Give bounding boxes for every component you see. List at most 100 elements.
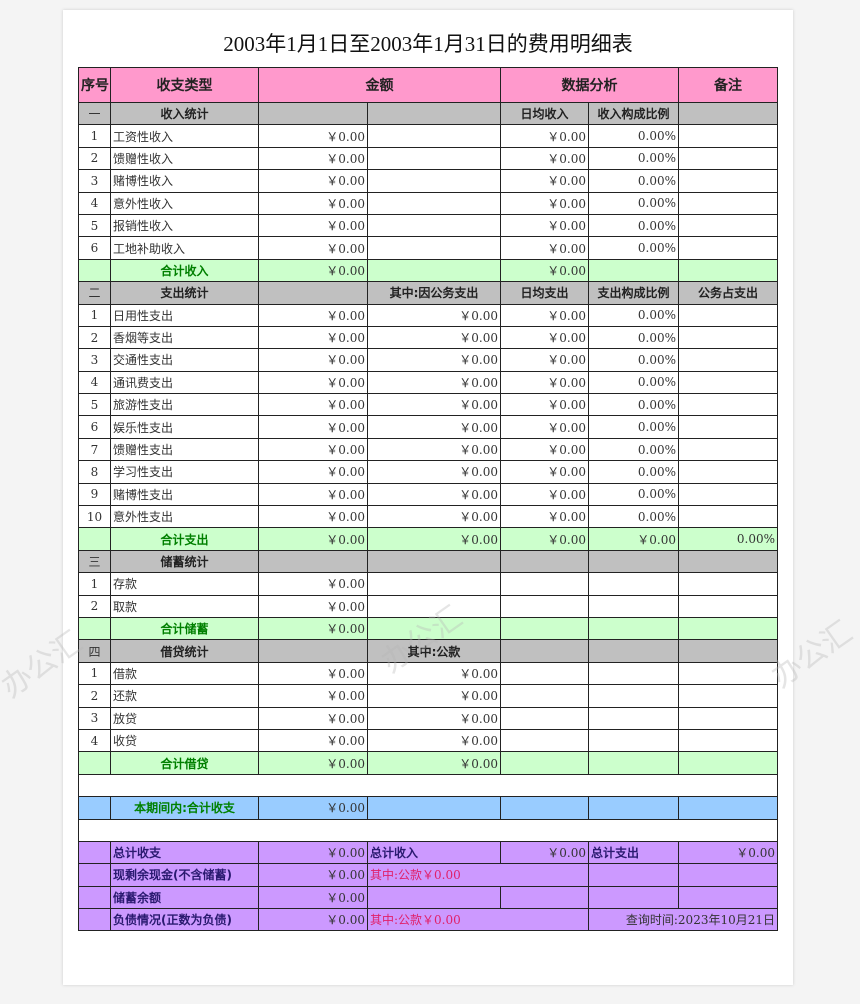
- table-cell[interactable]: 0.00%: [588, 169, 679, 193]
- table-cell[interactable]: [678, 796, 778, 820]
- table-cell[interactable]: ￥0.00: [500, 124, 589, 148]
- table-cell[interactable]: ￥0.00: [678, 840, 778, 865]
- table-cell[interactable]: 备注: [678, 67, 778, 103]
- table-cell[interactable]: 交通性支出: [110, 348, 259, 372]
- table-cell[interactable]: 3: [78, 706, 111, 730]
- table-cell[interactable]: 0.00%: [588, 393, 679, 417]
- table-cell[interactable]: 收支类型: [110, 67, 259, 103]
- table-cell[interactable]: [78, 863, 111, 887]
- table-cell[interactable]: [678, 348, 778, 372]
- table-cell[interactable]: 总计收入: [367, 840, 501, 865]
- table-cell[interactable]: ￥0.00: [258, 460, 368, 484]
- table-cell[interactable]: ￥0.00: [500, 370, 589, 395]
- table-cell[interactable]: ￥0.00: [258, 482, 368, 507]
- table-cell[interactable]: [367, 191, 501, 215]
- table-cell[interactable]: [500, 661, 589, 686]
- table-cell[interactable]: 0.00%: [588, 303, 679, 327]
- table-cell[interactable]: 4: [78, 728, 111, 753]
- table-cell[interactable]: [500, 616, 589, 641]
- table-cell[interactable]: 1: [78, 303, 111, 327]
- table-cell[interactable]: 数据分析: [500, 67, 679, 103]
- table-cell[interactable]: ￥0.00: [258, 684, 368, 708]
- table-cell[interactable]: ￥0.00: [258, 908, 368, 932]
- table-cell[interactable]: 旅游性支出: [110, 393, 259, 417]
- table-cell[interactable]: ￥0.00: [258, 527, 368, 551]
- table-cell[interactable]: 意外性收入: [110, 191, 259, 215]
- table-cell[interactable]: [588, 549, 679, 574]
- table-cell[interactable]: ￥0.00: [500, 393, 589, 417]
- table-cell[interactable]: 现剩余现金(不含储蓄): [110, 863, 259, 887]
- table-cell[interactable]: 娱乐性支出: [110, 415, 259, 439]
- table-cell[interactable]: 公务占支出: [678, 281, 778, 305]
- table-cell[interactable]: 1: [78, 572, 111, 596]
- table-cell[interactable]: [678, 415, 778, 439]
- table-cell[interactable]: ￥0.00: [367, 415, 501, 439]
- table-cell[interactable]: [258, 281, 368, 305]
- table-cell[interactable]: [588, 639, 679, 663]
- table-cell[interactable]: [678, 728, 778, 753]
- table-cell[interactable]: 0.00%: [588, 236, 679, 260]
- table-cell[interactable]: ￥0.00: [258, 751, 368, 775]
- table-cell[interactable]: 5: [78, 393, 111, 417]
- table-cell[interactable]: 二: [78, 281, 111, 305]
- table-cell[interactable]: ￥0.00: [258, 863, 368, 887]
- table-cell[interactable]: 0.00%: [588, 415, 679, 439]
- table-cell[interactable]: 支出构成比例: [588, 281, 679, 305]
- table-cell[interactable]: 0.00%: [588, 370, 679, 395]
- table-cell[interactable]: 还款: [110, 684, 259, 708]
- table-cell[interactable]: 0.00%: [588, 146, 679, 171]
- table-cell[interactable]: [367, 796, 501, 820]
- table-cell[interactable]: ￥0.00: [258, 236, 368, 260]
- table-cell[interactable]: 日用性支出: [110, 303, 259, 327]
- table-cell[interactable]: [78, 751, 111, 775]
- table-cell[interactable]: [678, 325, 778, 350]
- table-cell[interactable]: [678, 684, 778, 708]
- table-cell[interactable]: 序号: [78, 67, 111, 103]
- table-cell[interactable]: 合计借贷: [110, 751, 259, 775]
- table-cell[interactable]: [678, 169, 778, 193]
- table-cell[interactable]: [78, 818, 778, 842]
- table-cell[interactable]: [367, 169, 501, 193]
- table-cell[interactable]: ￥0.00: [367, 527, 501, 551]
- table-cell[interactable]: ￥0.00: [258, 325, 368, 350]
- table-cell[interactable]: [678, 661, 778, 686]
- table-cell[interactable]: 0.00%: [588, 191, 679, 215]
- table-cell[interactable]: 2: [78, 325, 111, 350]
- table-cell[interactable]: ￥0.00: [258, 393, 368, 417]
- table-cell[interactable]: ￥0.00: [258, 706, 368, 730]
- table-cell[interactable]: ￥0.00: [500, 527, 589, 551]
- table-cell[interactable]: [588, 706, 679, 730]
- table-cell[interactable]: 其中:因公务支出: [367, 281, 501, 305]
- table-cell[interactable]: 4: [78, 370, 111, 395]
- table-cell[interactable]: [678, 236, 778, 260]
- table-cell[interactable]: [678, 885, 778, 910]
- table-cell[interactable]: ￥0.00: [258, 437, 368, 462]
- table-cell[interactable]: 意外性支出: [110, 505, 259, 529]
- table-cell[interactable]: ￥0.00: [500, 482, 589, 507]
- table-cell[interactable]: [678, 191, 778, 215]
- table-cell[interactable]: 日均支出: [500, 281, 589, 305]
- table-cell[interactable]: 其中:公款￥0.00: [367, 863, 589, 887]
- table-cell[interactable]: 0.00%: [588, 348, 679, 372]
- table-cell[interactable]: 1: [78, 124, 111, 148]
- table-cell[interactable]: 0.00%: [588, 124, 679, 148]
- table-cell[interactable]: ￥0.00: [367, 303, 501, 327]
- table-cell[interactable]: [678, 706, 778, 730]
- table-cell[interactable]: ￥0.00: [258, 415, 368, 439]
- table-cell[interactable]: ￥0.00: [500, 840, 589, 865]
- table-cell[interactable]: [78, 840, 111, 865]
- table-cell[interactable]: [678, 594, 778, 618]
- table-cell[interactable]: 5: [78, 213, 111, 238]
- table-cell[interactable]: ￥0.00: [258, 258, 368, 283]
- table-cell[interactable]: [367, 213, 501, 238]
- table-cell[interactable]: [500, 751, 589, 775]
- table-cell[interactable]: ￥0.00: [258, 146, 368, 171]
- table-cell[interactable]: 香烟等支出: [110, 325, 259, 350]
- table-cell[interactable]: ￥0.00: [258, 616, 368, 641]
- table-cell[interactable]: ￥0.00: [258, 303, 368, 327]
- table-cell[interactable]: ￥0.00: [258, 191, 368, 215]
- table-cell[interactable]: 储蓄余额: [110, 885, 259, 910]
- table-cell[interactable]: 0.00%: [588, 437, 679, 462]
- table-cell[interactable]: [258, 101, 368, 126]
- table-cell[interactable]: [500, 594, 589, 618]
